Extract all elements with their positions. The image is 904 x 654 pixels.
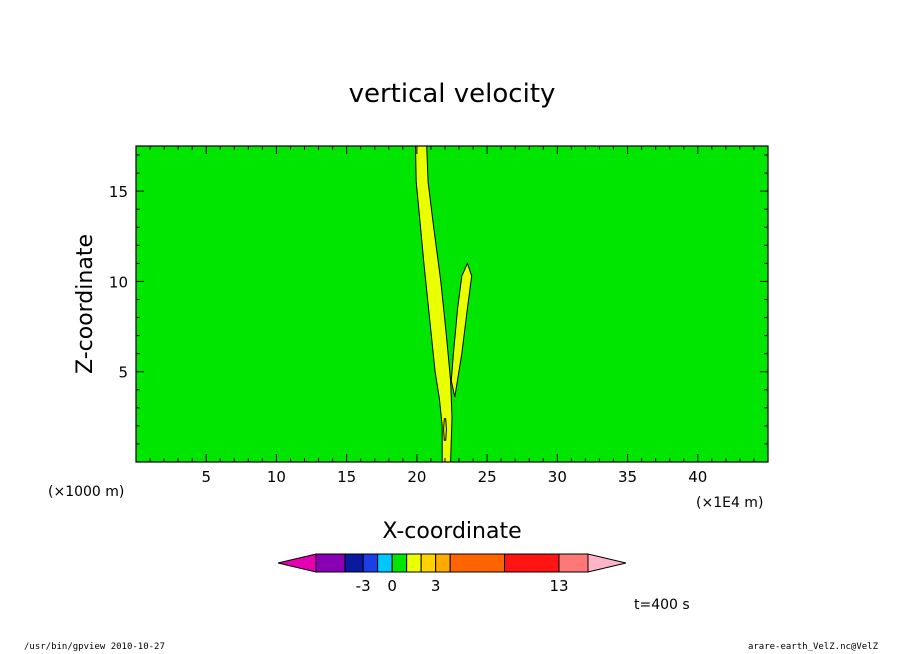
x-tick-label: 5 [201, 468, 211, 486]
x-unit-label: (×1E4 m) [696, 495, 763, 511]
y-unit-label: (×1000 m) [48, 484, 124, 500]
colorbar-arrow-low [277, 553, 317, 573]
x-axis-label: X-coordinate [382, 519, 521, 544]
y-tick-label: 15 [109, 183, 128, 201]
x-tick-label: 35 [618, 468, 637, 486]
y-tick-label: 10 [109, 273, 128, 291]
plot-area: 5 10 15 20 25 30 35 40 5 10 15 [109, 145, 769, 486]
colorbar-label: 13 [549, 577, 568, 595]
contour-small-cell [443, 418, 447, 441]
x-tick-label: 10 [267, 468, 286, 486]
colorbar-segment [420, 553, 437, 573]
x-tick-label: 30 [548, 468, 567, 486]
colorbar-label: -3 [356, 577, 371, 595]
colorbar-segment [504, 553, 560, 573]
footer-left: /usr/bin/gpview 2010-10-27 [24, 642, 165, 652]
plot-frame [135, 145, 769, 463]
y-axis-label: Z-coordinate [73, 234, 98, 374]
colorbar-label: 0 [387, 577, 397, 595]
contour-side-lobe [450, 262, 473, 398]
colorbar-segment [406, 553, 422, 573]
colorbar-segment [391, 553, 408, 573]
colorbar-arrow-high [587, 553, 627, 573]
x-tick-label: 15 [337, 468, 356, 486]
y-tick-label: 5 [118, 364, 128, 382]
colorbar-segment [344, 553, 364, 573]
colorbar-label: 3 [431, 577, 441, 595]
time-annotation: t=400 s [634, 597, 690, 613]
x-tick-label: 40 [688, 468, 707, 486]
colorbar-segment [377, 553, 393, 573]
chart-title: vertical velocity [349, 79, 556, 109]
x-tick-label: 25 [478, 468, 497, 486]
colorbar-segment [449, 553, 506, 573]
colorbar-segment [362, 553, 379, 573]
x-tick-label: 20 [407, 468, 426, 486]
colorbar: -3 0 3 13 [277, 553, 627, 595]
colorbar-segment [435, 553, 451, 573]
colorbar-segment [558, 553, 589, 573]
footer-right: arare-earth_VelZ.nc@VelZ [747, 642, 878, 652]
colorbar-segment [315, 553, 346, 573]
